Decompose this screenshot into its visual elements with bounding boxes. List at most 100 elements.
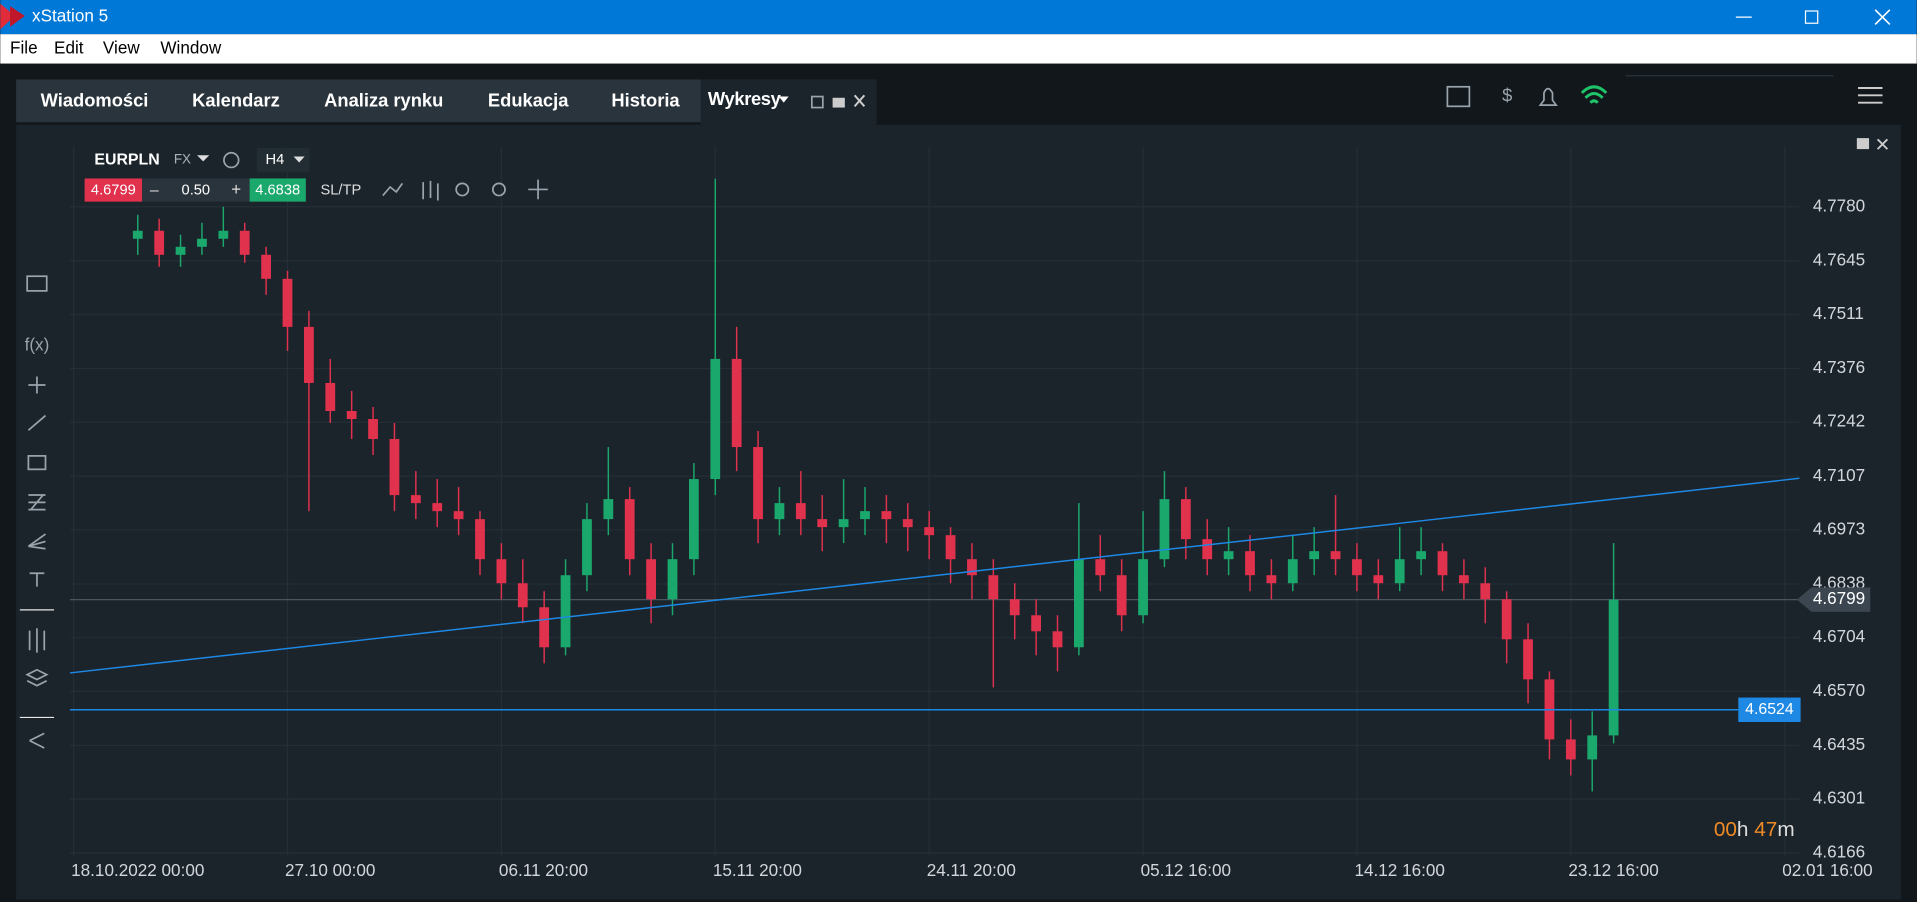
candle-body (1052, 631, 1063, 648)
sltp[interactable]: SL/TP (321, 183, 362, 199)
candle-body (710, 358, 721, 480)
candle-body (517, 583, 528, 608)
buy-button[interactable] (249, 178, 306, 202)
y-tick-label: 4.6973 (1813, 519, 1865, 538)
layout-icon[interactable] (1446, 85, 1471, 108)
timeframe[interactable]: H4 (266, 152, 285, 168)
menu-item[interactable]: Edit (54, 38, 84, 57)
tool-icon[interactable] (27, 533, 46, 550)
tab[interactable]: Kalendarz (192, 89, 280, 110)
volume-minus[interactable]: – (150, 182, 159, 199)
candle-body (1309, 551, 1320, 560)
x-tick-label: 02.01 16:00 (1782, 861, 1872, 880)
x-tick-label: 24.11 20:00 (927, 861, 1016, 880)
candle-body (1501, 599, 1512, 640)
candle-body (1180, 499, 1191, 540)
x-tick-label: 23.12 16:00 (1568, 861, 1658, 880)
candle-body (389, 439, 400, 496)
candle-body (1608, 599, 1619, 736)
candle-body (1394, 559, 1405, 584)
y-tick-label: 4.6166 (1813, 843, 1865, 862)
zoom-in-icon[interactable] (491, 182, 506, 197)
candle-body (774, 503, 785, 520)
countdown-hours: 00 (1714, 819, 1737, 842)
candle-body (1031, 615, 1041, 632)
symbol-dropdown[interactable] (197, 155, 210, 162)
menu-item[interactable]: View (103, 38, 140, 57)
menu-button[interactable] (1858, 87, 1883, 104)
y-tick-label: 4.7376 (1813, 358, 1865, 377)
candle-body (646, 559, 656, 600)
tool-icon[interactable]: f(x) (25, 335, 50, 354)
pan-icon[interactable] (528, 179, 548, 200)
line-chart-icon[interactable] (382, 182, 404, 197)
candle-body (496, 559, 507, 584)
y-tick-label: 4.6435 (1813, 735, 1865, 754)
popout-icon[interactable] (810, 95, 824, 109)
tool-icon[interactable] (28, 628, 46, 653)
app-icon-part (10, 6, 25, 27)
maximize-icon[interactable] (832, 97, 845, 108)
candle-body (838, 519, 849, 528)
countdown-minutes: 47 (1754, 819, 1777, 842)
volume-plus[interactable]: + (231, 180, 241, 199)
timeframe-dropdown[interactable] (293, 156, 305, 163)
restore-button[interactable] (1804, 10, 1819, 24)
x-tick-label: 14.12 16:00 (1355, 861, 1445, 880)
candle-body (1565, 739, 1576, 760)
tab-dropdown[interactable] (778, 96, 789, 103)
sell-button[interactable] (84, 178, 143, 202)
menu-item[interactable]: File (10, 38, 38, 57)
tab[interactable]: Analiza rynku (324, 89, 443, 110)
alerts-icon[interactable] (1538, 87, 1558, 106)
info-icon[interactable] (223, 151, 240, 169)
price-label: 4.6799 (1813, 589, 1865, 608)
tool-icon[interactable] (25, 668, 49, 687)
candle-body (218, 230, 229, 239)
candle-body (731, 358, 742, 448)
close-button[interactable] (1874, 9, 1891, 26)
symbol[interactable]: EURPLN (94, 151, 159, 168)
x-tick-label: 05.12 16:00 (1141, 861, 1231, 880)
left-toolbar: f(x) (19, 275, 55, 749)
tool-icon[interactable] (29, 572, 45, 587)
tool-icon[interactable] (27, 414, 47, 431)
candle-body (261, 254, 271, 279)
panel-minimize[interactable] (1856, 138, 1870, 150)
countdown-h: h (1737, 819, 1754, 842)
tool-icon[interactable] (28, 494, 46, 511)
candle-body (1223, 551, 1234, 560)
candle-icon[interactable] (422, 180, 439, 201)
candle-body (1523, 639, 1533, 680)
candle-body (1437, 551, 1448, 576)
candle-body (1009, 599, 1020, 616)
tool-icon[interactable] (28, 376, 46, 394)
tab[interactable]: Historia (611, 89, 680, 110)
y-tick-label: 4.7645 (1813, 250, 1865, 269)
candle-body (667, 559, 678, 600)
share-icon[interactable] (29, 732, 45, 749)
tool-icon[interactable] (26, 275, 48, 292)
menu-item[interactable]: Window (160, 38, 221, 57)
tab[interactable]: Wiadomości (41, 89, 149, 110)
tab-close[interactable] (853, 94, 866, 107)
zoom-out-icon[interactable] (455, 182, 470, 197)
candle-body (582, 519, 592, 576)
candle-body (1373, 575, 1384, 584)
candle-body (432, 503, 443, 512)
tab[interactable]: Wykresy (708, 88, 782, 109)
candle-body (1159, 499, 1170, 560)
volume[interactable]: 0.50 (182, 183, 211, 199)
candle-body (1287, 559, 1298, 584)
connection-icon (1580, 85, 1608, 104)
trade-icon[interactable]: $ (1502, 84, 1512, 105)
candle-body (1116, 575, 1127, 616)
tool-icon[interactable] (27, 455, 47, 471)
tab[interactable]: Edukacja (488, 89, 569, 110)
candle-body (753, 447, 763, 520)
candle-body (197, 238, 207, 247)
countdown-m: m (1777, 819, 1794, 842)
panel-close[interactable] (1876, 138, 1889, 150)
candle-body (132, 230, 143, 239)
candle-body (1459, 575, 1469, 584)
